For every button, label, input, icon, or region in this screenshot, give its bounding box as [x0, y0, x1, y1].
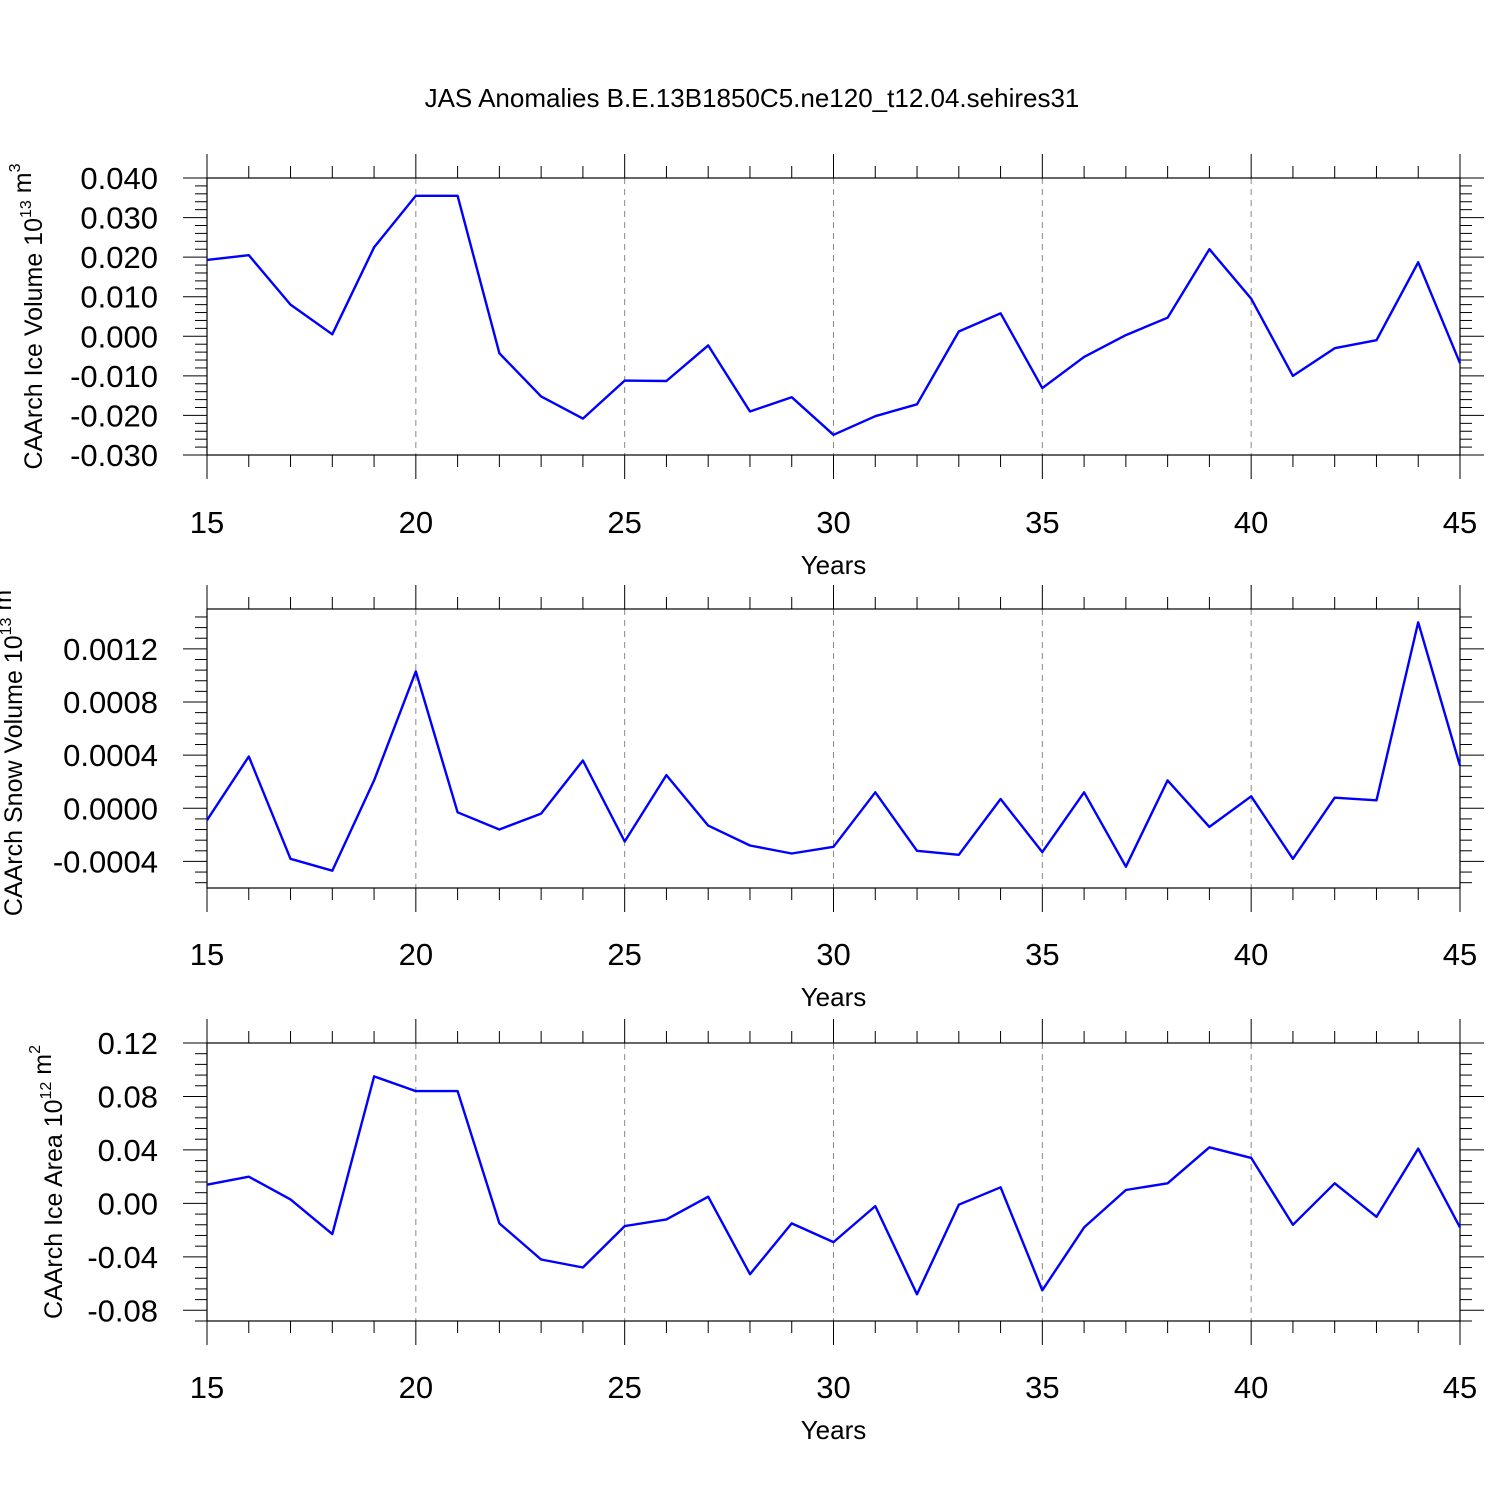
y-tick-label: 0.04	[98, 1133, 158, 1168]
panel-2: 15 20 25 30 35 40 45 -0.0004 0.0000 0.0004 0.0008 0…	[0, 581, 1484, 1012]
x-tick-label: 35	[1025, 505, 1059, 540]
x-tick-label: 20	[399, 505, 433, 540]
series-line	[205, 621, 1462, 872]
y-tick-label: 0.0008	[63, 685, 158, 720]
y-tick-label: -0.020	[70, 398, 158, 433]
x-tick-label: 25	[607, 937, 641, 972]
panels: 15 20 25 30 35 40 45 -0.030 -0.020 -0.010 0.000 0.0…	[0, 154, 1484, 1445]
x-tick-label: 15	[190, 937, 224, 972]
y-tick-label: 0.040	[80, 161, 158, 196]
y-tick-label: -0.0004	[53, 844, 158, 879]
y-tick-label: -0.030	[70, 438, 158, 473]
x-tick-label: 30	[816, 505, 850, 540]
series-line	[206, 1075, 1462, 1296]
y-axis-label: CAArch Snow Volume 1013 m3	[0, 581, 28, 916]
x-tick-label: 15	[190, 1370, 224, 1405]
y-tick-label: 0.0004	[63, 738, 158, 773]
figure-title: JAS Anomalies B.E.13B1850C5.ne120_t12.04…	[425, 83, 1080, 113]
y-tick-label: -0.04	[87, 1240, 158, 1275]
y-tick-label: 0.020	[80, 240, 158, 275]
y-tick-label: 0.010	[80, 280, 158, 315]
x-axis-label: Years	[801, 982, 867, 1012]
y-axis-label: CAArch Ice Area 1012 m2	[27, 1045, 68, 1319]
x-tick-label: 30	[816, 1370, 850, 1405]
panel-3: 15 20 25 30 35 40 45 -0.08 -0.04 0.00 0.04 0.08 0.12…	[27, 1019, 1484, 1445]
y-tick-label: 0.12	[98, 1026, 158, 1061]
x-tick-label: 45	[1443, 505, 1477, 540]
x-axis-label: Years	[801, 1415, 867, 1445]
y-tick-label: 0.08	[98, 1079, 158, 1114]
x-tick-label: 35	[1025, 1370, 1059, 1405]
x-tick-label: 20	[399, 1370, 433, 1405]
x-tick-label: 15	[190, 505, 224, 540]
x-tick-label: 20	[399, 937, 433, 972]
y-tick-label: -0.08	[87, 1293, 158, 1328]
x-tick-label: 45	[1443, 937, 1477, 972]
y-axis-label: CAArch Ice Volume 1013 m3	[7, 163, 48, 469]
y-tick-label: -0.010	[70, 359, 158, 394]
x-tick-label: 35	[1025, 937, 1059, 972]
y-tick-label: 0.0012	[63, 632, 158, 667]
x-tick-label: 25	[607, 505, 641, 540]
x-tick-label: 40	[1234, 1370, 1268, 1405]
x-tick-label: 40	[1234, 937, 1268, 972]
y-tick-label: 0.0000	[63, 791, 158, 826]
x-tick-label: 40	[1234, 505, 1268, 540]
y-tick-label: 0.000	[80, 319, 158, 354]
y-tick-label: 0.00	[98, 1186, 158, 1221]
panel-1: 15 20 25 30 35 40 45 -0.030 -0.020 -0.010 0.000 0.0…	[7, 154, 1484, 580]
y-tick-label: 0.030	[80, 201, 158, 236]
x-tick-label: 45	[1443, 1370, 1477, 1405]
x-tick-label: 30	[816, 937, 850, 972]
series-line	[206, 194, 1462, 436]
x-axis-label: Years	[801, 550, 867, 580]
x-tick-label: 25	[607, 1370, 641, 1405]
